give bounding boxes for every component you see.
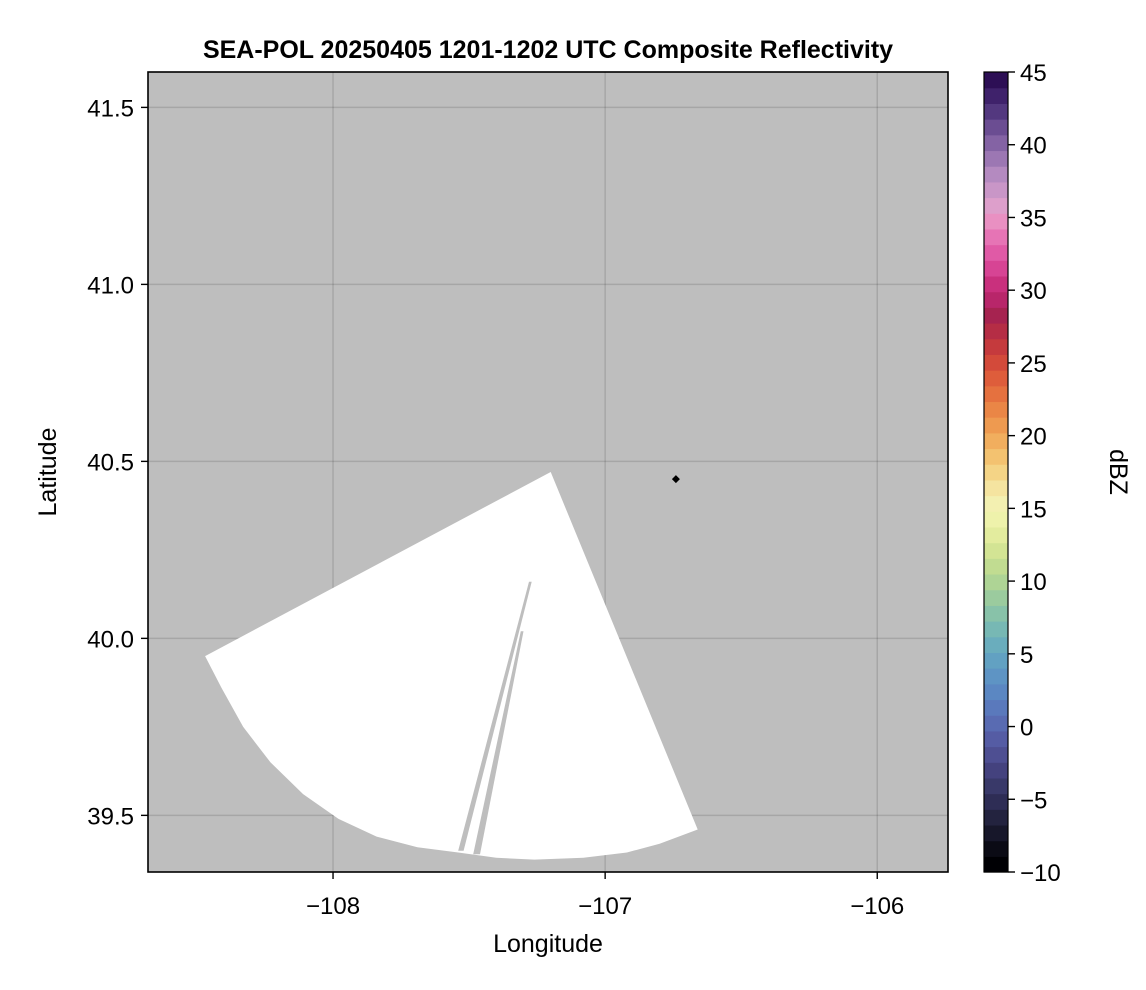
colorbar-swatch [984, 354, 1008, 371]
colorbar-swatch [984, 840, 1008, 857]
x-axis-label: Longitude [493, 930, 603, 958]
beam-gap [473, 631, 524, 855]
colorbar-swatch [984, 150, 1008, 167]
colorbar-swatch [984, 291, 1008, 308]
colorbar-swatch [984, 322, 1008, 340]
colorbar-swatch [984, 244, 1008, 261]
colorbar-swatch [984, 338, 1008, 355]
colorbar-swatch [984, 558, 1008, 575]
colorbar-swatch [984, 730, 1008, 748]
colorbar-tick-label: 5 [1020, 642, 1033, 669]
colorbar-swatch [984, 762, 1008, 779]
colorbar-swatch [984, 228, 1008, 246]
colorbar-swatch [984, 479, 1008, 497]
colorbar: −10 −5 0 5 10 15 20 25 30 35 40 45 dBZ [983, 60, 1132, 887]
colorbar-swatch [984, 652, 1008, 669]
colorbar-swatch [984, 448, 1008, 465]
colorbar-swatch [984, 715, 1008, 732]
grid-lines [148, 72, 948, 872]
colorbar-swatch [984, 621, 1008, 638]
colorbar-swatch [984, 746, 1008, 763]
colorbar-swatch [984, 824, 1008, 842]
y-tick-label: 41.5 [87, 95, 134, 122]
colorbar-swatch [984, 668, 1008, 685]
colorbar-swatch [984, 72, 1008, 89]
y-tick-label: 41.0 [87, 272, 134, 299]
colorbar-tick-label: 30 [1020, 278, 1047, 305]
colorbar-swatch [984, 134, 1008, 152]
colorbar-ticks: −10 −5 0 5 10 15 20 25 30 35 40 45 [1008, 60, 1061, 887]
colorbar-swatch [984, 119, 1008, 136]
colorbar-swatch [984, 542, 1008, 559]
colorbar-swatch [984, 856, 1008, 873]
colorbar-tick-label: 45 [1020, 60, 1047, 87]
plot-area [147, 71, 949, 873]
colorbar-swatch [984, 699, 1008, 716]
colorbar-swatch [984, 307, 1008, 324]
colorbar-swatch [984, 417, 1008, 434]
colorbar-swatch [984, 197, 1008, 214]
colorbar-tick-label: 20 [1020, 424, 1047, 451]
colorbar-swatch [984, 103, 1008, 120]
colorbar-label: dBZ [1104, 449, 1132, 495]
colorbar-swatch [984, 401, 1008, 418]
colorbar-swatch [984, 526, 1008, 544]
chart-title: SEA-POL 20250405 1201-1202 UTC Composite… [203, 36, 893, 64]
plot-frame [147, 71, 949, 873]
colorbar-swatch [984, 777, 1008, 795]
x-tick-label: −108 [306, 893, 360, 920]
y-axis: 39.5 40.0 40.5 41.0 41.5 [87, 95, 148, 830]
colorbar-swatch [984, 511, 1008, 528]
radar-site-marker [671, 475, 680, 484]
colorbar-swatch [984, 87, 1008, 104]
colorbar-tick-label: 0 [1020, 715, 1033, 742]
colorbar-swatch [984, 166, 1008, 183]
x-tick-label: −107 [578, 893, 632, 920]
colorbar-swatch [984, 181, 1008, 199]
y-tick-label: 39.5 [87, 803, 134, 830]
x-tick-label: −106 [850, 893, 904, 920]
colorbar-swatch [984, 636, 1008, 653]
colorbar-swatch [984, 464, 1008, 481]
colorbar-tick-label: 15 [1020, 496, 1047, 523]
y-tick-label: 40.0 [87, 626, 134, 653]
colorbar-swatch [984, 432, 1008, 450]
colorbar-swatches [984, 72, 1008, 873]
colorbar-swatch [984, 589, 1008, 606]
colorbar-tick-label: −5 [1020, 787, 1047, 814]
colorbar-swatch [984, 683, 1008, 701]
colorbar-swatch [984, 793, 1008, 810]
colorbar-swatch [984, 213, 1008, 230]
beam-gap [458, 581, 532, 851]
colorbar-swatch [984, 260, 1008, 277]
colorbar-tick-label: 40 [1020, 133, 1047, 160]
colorbar-tick-label: −10 [1020, 860, 1061, 887]
colorbar-swatch [984, 495, 1008, 512]
colorbar-frame [983, 71, 1009, 873]
y-axis-label: Latitude [34, 428, 62, 517]
y-tick-label: 40.5 [87, 449, 134, 476]
colorbar-swatch [984, 385, 1008, 403]
colorbar-swatch [984, 573, 1008, 591]
beam-blockage-gaps [458, 581, 532, 855]
colorbar-swatch [984, 809, 1008, 826]
colorbar-tick-label: 10 [1020, 569, 1047, 596]
radar-coverage-sector [205, 472, 698, 860]
colorbar-swatch [984, 275, 1008, 293]
colorbar-swatch [984, 605, 1008, 622]
x-axis: −108 −107 −106 [306, 872, 904, 920]
colorbar-tick-label: 35 [1020, 205, 1047, 232]
colorbar-swatch [984, 370, 1008, 387]
colorbar-tick-label: 25 [1020, 351, 1047, 378]
